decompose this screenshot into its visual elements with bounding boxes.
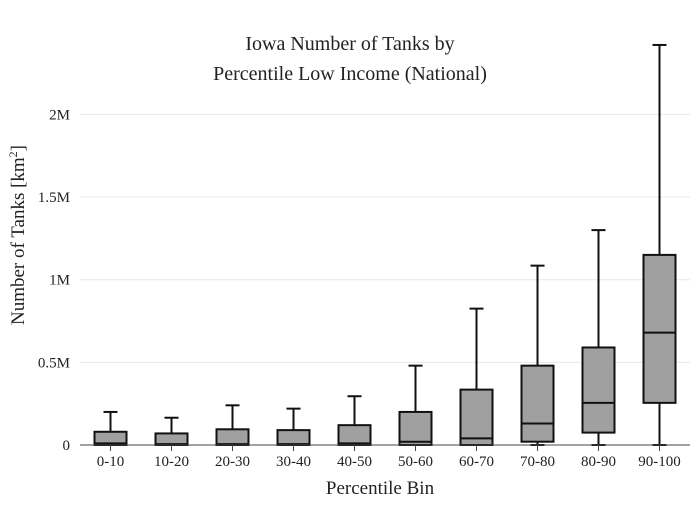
box-20-30 xyxy=(215,404,250,447)
x-tick-label: 40-50 xyxy=(337,454,372,470)
y-tick-label: 1M xyxy=(49,273,70,289)
box-iqr xyxy=(520,364,555,443)
box-iqr xyxy=(215,428,250,447)
x-tick-label: 20-30 xyxy=(215,454,250,470)
chart-title-line-2: Percentile Low Income (National) xyxy=(213,63,487,85)
y-tick-label: 2M xyxy=(49,107,70,123)
y-tick-label: 1.5M xyxy=(38,190,70,206)
box-80-90 xyxy=(581,229,616,446)
box-iqr xyxy=(398,410,433,447)
x-tick-label: 50-60 xyxy=(398,454,433,470)
box-0-10 xyxy=(93,410,128,447)
box-iqr xyxy=(459,388,494,446)
x-tick-label: 0-10 xyxy=(97,454,125,470)
box-30-40 xyxy=(276,407,311,446)
y-tick-label: 0.5M xyxy=(38,355,70,371)
box-50-60 xyxy=(398,364,433,447)
box-40-50 xyxy=(337,395,372,447)
box-iqr xyxy=(581,346,616,434)
x-axis-title: Percentile Bin xyxy=(326,478,435,499)
box-60-70 xyxy=(459,307,494,446)
box-iqr xyxy=(337,424,372,447)
x-tick-label: 70-80 xyxy=(520,454,555,470)
y-axis-title-sup: 2 xyxy=(6,151,20,157)
x-tick-label: 90-100 xyxy=(638,454,681,470)
x-tick-label: 10-20 xyxy=(154,454,189,470)
box-10-20 xyxy=(154,416,189,446)
chart-title-line-1: Iowa Number of Tanks by xyxy=(245,33,454,55)
x-tick-label: 80-90 xyxy=(581,454,616,470)
box-iqr xyxy=(276,429,311,446)
box-iqr xyxy=(642,253,677,404)
x-tick-label: 60-70 xyxy=(459,454,494,470)
y-axis-title-main: Number of Tanks [km xyxy=(8,157,29,325)
axes: 0 0.5M 1M 1.5M 2M 0-10 10-20 20-30 30-40 40-50 50-… xyxy=(38,107,690,470)
box-90-100 xyxy=(642,43,677,446)
box-series xyxy=(93,43,677,447)
y-axis-title: Number of Tanks [km2] xyxy=(6,145,29,325)
y-axis-title-close: ] xyxy=(8,145,29,151)
box-70-80 xyxy=(520,264,555,446)
y-tick-label: 0 xyxy=(63,438,71,454)
x-tick-label: 30-40 xyxy=(276,454,311,470)
